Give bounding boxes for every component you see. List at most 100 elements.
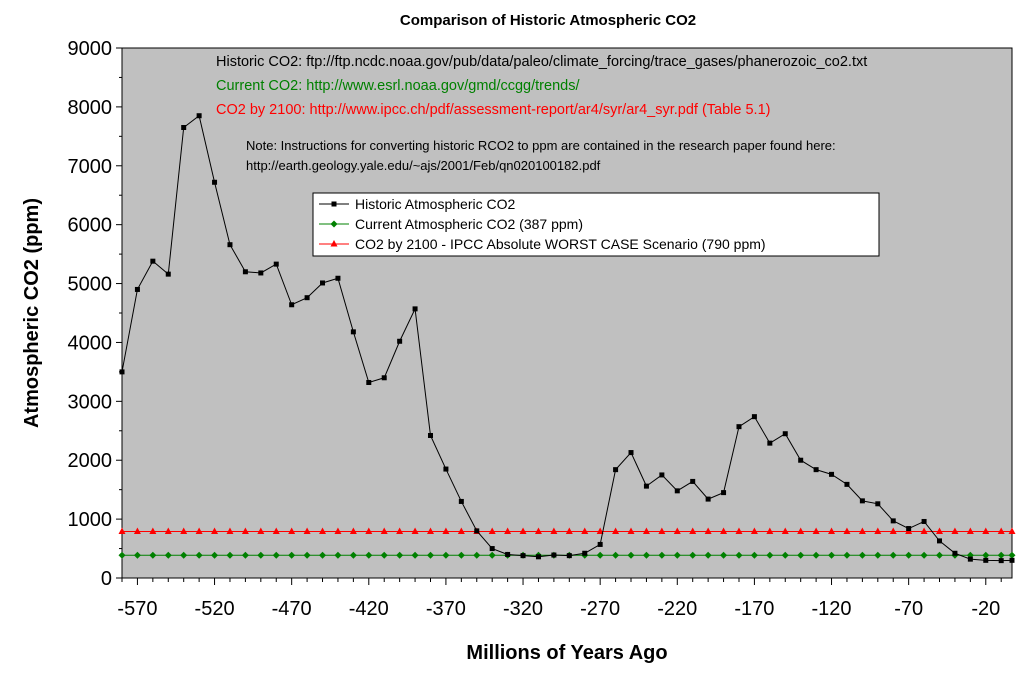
- ipcc-2100-series-point: [920, 527, 928, 534]
- y-axis-title: Atmospheric CO2 (ppm): [21, 198, 43, 428]
- ipcc-2100-series-point: [195, 527, 203, 534]
- current-co2-series-point: [334, 551, 342, 559]
- y-tick-label: 7000: [68, 156, 113, 178]
- ipcc-2100-series-point: [457, 527, 465, 534]
- ipcc-2100-series-point: [781, 527, 789, 534]
- historic-co2-point: [998, 558, 1004, 564]
- ipcc-2100-series-point: [211, 527, 219, 534]
- historic-co2-point: [921, 518, 927, 524]
- historic-co2-point: [427, 432, 433, 438]
- ipcc-2100-series-point: [720, 527, 728, 534]
- ipcc-2100-series-point: [735, 527, 743, 534]
- ipcc-2100-series-point: [534, 527, 542, 534]
- legend-marker: [330, 240, 338, 247]
- ipcc-2100-series-point: [226, 527, 234, 534]
- ipcc-2100-series-point: [519, 527, 527, 534]
- x-tick-label: -370: [426, 598, 466, 620]
- ipcc-2100-series-point: [658, 527, 666, 534]
- current-co2-series-point: [488, 551, 496, 559]
- chart-title: Comparison of Historic Atmospheric CO2: [400, 12, 696, 29]
- historic-co2-point: [535, 554, 541, 560]
- current-co2-series-point: [843, 551, 851, 559]
- current-co2-series-point: [642, 551, 650, 559]
- y-tick-label: 0: [101, 568, 112, 590]
- ipcc-2100-series-point: [164, 527, 172, 534]
- y-tick-label: 5000: [68, 274, 113, 296]
- current-co2-series-point: [858, 551, 866, 559]
- ipcc-2100-series-point: [380, 527, 388, 534]
- ipcc-2100-series-point: [133, 527, 141, 534]
- y-tick-label: 4000: [68, 332, 113, 354]
- ipcc-2100-series-point: [319, 527, 327, 534]
- historic-co2-point: [798, 457, 804, 463]
- source-annotation: CO2 by 2100: http://www.ipcc.ch/pdf/asse…: [216, 102, 770, 118]
- current-co2-series-point: [349, 551, 357, 559]
- current-co2-series-point: [426, 551, 434, 559]
- current-co2-series-point: [997, 551, 1005, 559]
- historic-co2-point: [767, 440, 773, 446]
- historic-co2-point: [875, 501, 881, 507]
- legend-box: [312, 192, 880, 257]
- ipcc-2100-series-point: [951, 527, 959, 534]
- historic-co2-point: [150, 258, 156, 264]
- historic-co2-point: [443, 466, 449, 472]
- ipcc-2100-series-point: [426, 527, 434, 534]
- current-co2-series-point: [257, 551, 265, 559]
- current-co2-series-point: [766, 551, 774, 559]
- y-tick-label: 9000: [68, 38, 113, 60]
- historic-co2-point: [952, 550, 958, 556]
- y-tick-label: 2000: [68, 450, 113, 472]
- plot-area: [121, 47, 1013, 579]
- y-tick-label: 3000: [68, 391, 113, 413]
- current-co2-series-point: [272, 551, 280, 559]
- historic-co2-point: [119, 369, 125, 375]
- current-co2-series-point: [180, 551, 188, 559]
- x-axis-title: Millions of Years Ago: [466, 642, 667, 664]
- current-co2-series-point: [303, 551, 311, 559]
- current-co2-series-point: [149, 551, 157, 559]
- current-co2-series-point: [750, 551, 758, 559]
- historic-co2-point: [289, 302, 295, 308]
- historic-co2-point: [273, 261, 279, 267]
- source-annotation: Current CO2: http://www.esrl.noaa.gov/gm…: [216, 78, 580, 94]
- ipcc-2100-series-point: [180, 527, 188, 534]
- historic-co2-point: [983, 557, 989, 563]
- historic-co2-point: [304, 295, 310, 301]
- historic-co2-point: [320, 280, 326, 286]
- historic-co2-point: [813, 467, 819, 473]
- historic-co2-point: [628, 450, 634, 456]
- legend-marker: [331, 201, 337, 207]
- ipcc-2100-series-point: [797, 527, 805, 534]
- current-co2-series-point: [288, 551, 296, 559]
- historic-co2-point: [366, 379, 372, 385]
- ipcc-2100-series-point: [581, 527, 589, 534]
- current-co2-series-point: [442, 551, 450, 559]
- y-tick-label: 1000: [68, 509, 113, 531]
- ipcc-2100-series-point: [303, 527, 311, 534]
- ipcc-2100-series-point: [149, 527, 157, 534]
- current-co2-series-point: [473, 551, 481, 559]
- x-tick-label: -520: [195, 598, 235, 620]
- x-tick-label: -270: [580, 598, 620, 620]
- ipcc-2100-series-point: [704, 527, 712, 534]
- historic-co2-point: [674, 488, 680, 494]
- legend-marker: [330, 220, 338, 228]
- historic-co2-point: [705, 496, 711, 502]
- x-tick-label: -320: [503, 598, 543, 620]
- historic-co2-point: [397, 338, 403, 344]
- historic-co2-point: [597, 541, 603, 547]
- ipcc-2100-series-point: [241, 527, 249, 534]
- historic-co2-point: [736, 424, 742, 430]
- historic-co2-point: [967, 556, 973, 562]
- ipcc-2100-series-point: [565, 527, 573, 534]
- ipcc-2100-series-point: [504, 527, 512, 534]
- ipcc-2100-series-point: [812, 527, 820, 534]
- ipcc-2100-series-point: [396, 527, 404, 534]
- x-tick-label: -70: [894, 598, 923, 620]
- current-co2-series-point: [612, 551, 620, 559]
- note-annotation: Note: Instructions for converting histor…: [246, 138, 836, 153]
- historic-co2-point: [582, 550, 588, 556]
- ipcc-2100-series-point: [411, 527, 419, 534]
- current-co2-series-point: [797, 551, 805, 559]
- current-co2-series-point: [457, 551, 465, 559]
